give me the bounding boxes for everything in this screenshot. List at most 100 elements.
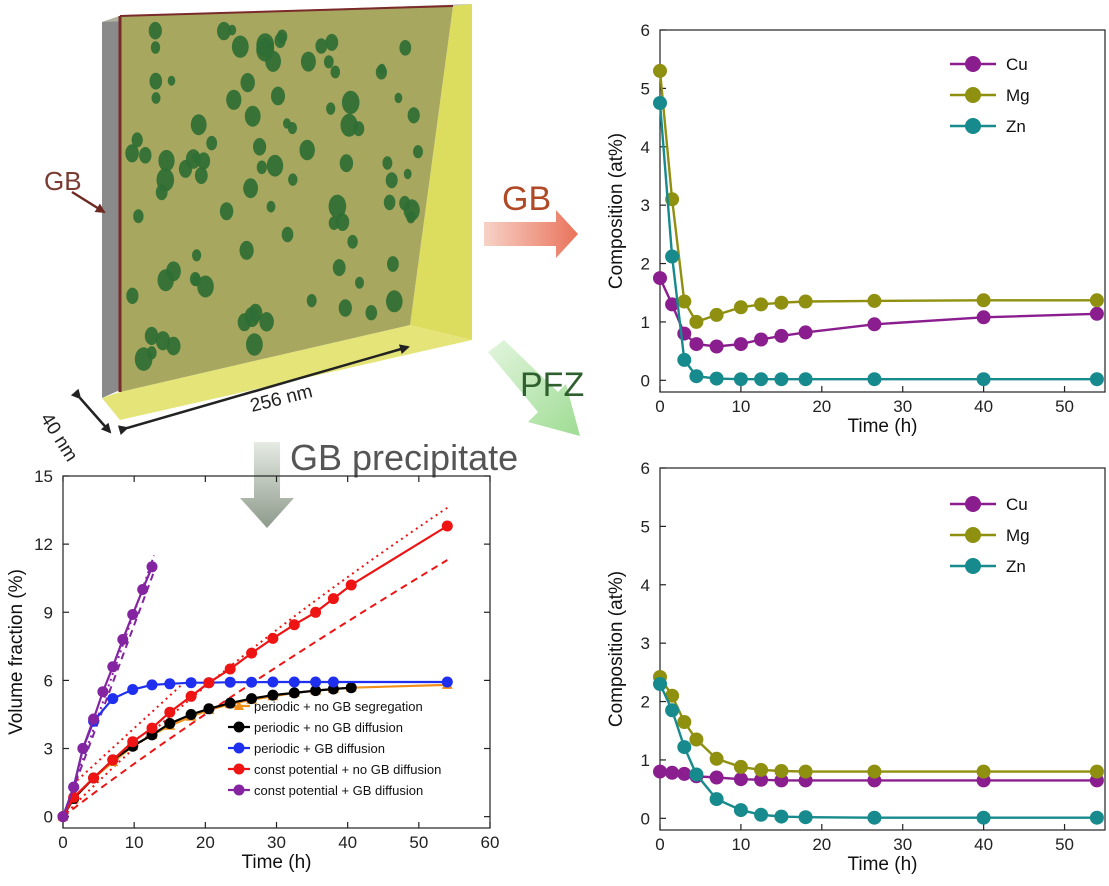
precipitate-particle xyxy=(413,145,423,159)
precipitate-particle xyxy=(340,113,358,137)
y-tick-label: 0 xyxy=(641,809,650,828)
y-tick-label: 9 xyxy=(44,603,53,622)
legend-marker xyxy=(233,763,245,775)
precipitate-particle xyxy=(259,312,274,332)
data-point xyxy=(441,520,453,532)
gb-label: GB xyxy=(44,166,82,196)
x-tick-label: 10 xyxy=(125,833,144,852)
precipitate-particle xyxy=(266,200,276,213)
data-point-zn xyxy=(677,740,692,755)
precipitate-particle xyxy=(394,92,403,104)
data-point-mg xyxy=(798,294,813,309)
data-point xyxy=(164,718,176,729)
legend-label: periodic + no GB diffusion xyxy=(254,720,403,735)
y-axis-label: Composition (at%) xyxy=(606,571,627,727)
data-point xyxy=(68,781,80,793)
precipitate-particle xyxy=(146,346,157,360)
data-point-mg xyxy=(774,295,789,310)
data-point-zn xyxy=(689,767,704,782)
data-point xyxy=(146,561,158,573)
data-point-zn xyxy=(976,810,991,825)
model-curve xyxy=(62,506,448,818)
data-point-mg xyxy=(754,297,769,312)
precipitate-particle xyxy=(217,21,231,41)
precipitate-particle xyxy=(150,41,161,54)
data-point-mg xyxy=(1089,293,1104,308)
series-line-zn xyxy=(658,683,1097,819)
legend-label: periodic + GB diffusion xyxy=(254,741,385,756)
precipitate-particle xyxy=(237,313,252,332)
precipitate-particle xyxy=(192,249,202,262)
precipitate-particle xyxy=(299,139,315,161)
legend-marker-zn xyxy=(965,118,981,134)
legend-label: const potential + GB diffusion xyxy=(254,783,423,798)
data-point xyxy=(288,619,300,631)
y-tick-label: 6 xyxy=(44,671,53,690)
precipitate-particle xyxy=(325,33,339,51)
gb-composition-chart: 0 10 20 30 40 50 0 1 2 3 4 5 6 Time (h) Composition (a… xyxy=(606,21,1106,437)
data-point xyxy=(345,682,357,694)
precipitate-particle xyxy=(133,209,144,224)
data-point-mg xyxy=(709,307,724,322)
gb-plane-top-edge xyxy=(119,5,454,17)
data-point-mg xyxy=(867,293,882,308)
y-tick-label: 2 xyxy=(641,693,650,712)
data-point-cu xyxy=(798,325,813,340)
volume-fraction-chart: 0 10 20 30 40 50 60 0 3 6 9 12 15 Time (h) Volume frac… xyxy=(6,467,499,873)
x-tick-label: 50 xyxy=(409,833,428,852)
y-tick-label: 4 xyxy=(641,576,650,595)
x-tick-label: 40 xyxy=(338,833,357,852)
x-tick-label: 0 xyxy=(655,835,664,854)
data-point xyxy=(224,697,236,709)
data-point xyxy=(117,634,129,645)
data-point xyxy=(127,684,139,695)
precipitate-particle xyxy=(240,73,255,93)
pfz-arrow-shape xyxy=(488,340,580,436)
x-tick-label: 30 xyxy=(267,833,286,852)
data-point xyxy=(185,677,197,689)
y-tick-label: 1 xyxy=(641,313,650,332)
y-tick-label: 6 xyxy=(641,459,650,478)
y-axis-label: Composition (at%) xyxy=(606,133,627,289)
legend-marker-cu xyxy=(965,496,981,512)
precipitate-particle xyxy=(365,305,378,321)
x-tick-label: 10 xyxy=(731,397,750,416)
precipitate-particle xyxy=(158,149,175,172)
precipitate-particle xyxy=(166,336,181,356)
series-line-mg xyxy=(658,676,1097,773)
precip-arrow-label: GB precipitate xyxy=(290,437,518,478)
data-point-mg xyxy=(774,764,789,778)
data-point-zn xyxy=(709,792,724,807)
data-point-zn xyxy=(733,372,748,387)
data-point xyxy=(310,676,322,688)
precipitate-particle xyxy=(253,138,267,156)
precipitate-particle xyxy=(191,152,200,163)
plot-frame xyxy=(659,467,1106,831)
precipitate-particle xyxy=(246,333,263,356)
data-point xyxy=(107,661,119,673)
precipitate-particle xyxy=(406,211,416,224)
precipitate-particle xyxy=(190,114,207,136)
data-point-zn xyxy=(709,371,724,386)
x-tick-label: 0 xyxy=(655,397,664,416)
data-point-cu xyxy=(689,337,704,352)
data-point-cu xyxy=(677,766,692,781)
x-axis-label: Time (h) xyxy=(241,852,311,873)
data-point xyxy=(88,713,100,725)
data-point xyxy=(107,693,119,705)
legend-label: periodic + no GB segregation xyxy=(254,699,423,714)
data-point-cu xyxy=(665,765,680,780)
legend-marker-mg xyxy=(965,527,981,543)
data-point-cu xyxy=(1089,306,1104,321)
data-point-zn xyxy=(774,372,789,387)
data-point-mg xyxy=(1089,764,1104,779)
data-point-cu xyxy=(709,770,724,785)
model-curve xyxy=(62,555,156,817)
precipitate-particle xyxy=(326,102,336,115)
y-tick-label: 1 xyxy=(641,751,650,770)
series-line-zn xyxy=(658,102,1097,381)
data-point xyxy=(203,703,215,715)
x-tick-label: 20 xyxy=(812,397,831,416)
x-tick-label: 60 xyxy=(481,833,500,852)
legend-marker xyxy=(233,742,245,754)
